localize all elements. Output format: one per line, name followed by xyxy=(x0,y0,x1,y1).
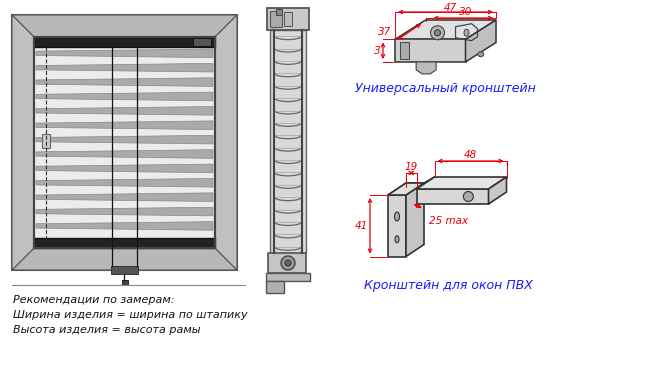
Text: Рекомендации по замерам:
Ширина изделия = ширина по штапику
Высота изделия = выс: Рекомендации по замерам: Ширина изделия … xyxy=(13,295,247,335)
Bar xyxy=(34,37,215,248)
Polygon shape xyxy=(12,248,237,270)
Polygon shape xyxy=(36,49,213,58)
Polygon shape xyxy=(388,177,434,195)
Circle shape xyxy=(281,256,295,270)
Bar xyxy=(121,280,127,285)
Text: 25 max: 25 max xyxy=(429,216,468,226)
Text: 41: 41 xyxy=(355,221,368,231)
Circle shape xyxy=(430,26,445,40)
Text: 3: 3 xyxy=(375,46,381,56)
Text: Кронштейн для окон ПВХ: Кронштейн для окон ПВХ xyxy=(364,279,533,291)
Bar xyxy=(34,37,215,47)
Bar xyxy=(268,253,306,273)
Bar xyxy=(276,9,282,15)
Polygon shape xyxy=(400,43,409,59)
Text: 47: 47 xyxy=(444,3,457,13)
Circle shape xyxy=(463,192,474,201)
Polygon shape xyxy=(215,15,237,270)
Bar xyxy=(34,238,215,248)
Bar xyxy=(193,38,211,46)
Polygon shape xyxy=(395,20,496,40)
Polygon shape xyxy=(406,183,424,256)
Bar xyxy=(270,30,306,253)
Text: 37: 37 xyxy=(378,27,391,37)
Polygon shape xyxy=(12,15,237,270)
Circle shape xyxy=(285,260,291,266)
Polygon shape xyxy=(36,92,213,101)
Polygon shape xyxy=(388,195,406,256)
Bar xyxy=(266,273,310,281)
Text: 48: 48 xyxy=(464,150,477,160)
Circle shape xyxy=(434,30,441,36)
Polygon shape xyxy=(36,135,213,144)
Polygon shape xyxy=(36,179,213,187)
Polygon shape xyxy=(416,62,436,74)
Ellipse shape xyxy=(395,236,399,243)
Polygon shape xyxy=(36,121,213,130)
Polygon shape xyxy=(466,20,496,62)
Text: 19: 19 xyxy=(405,162,418,172)
Polygon shape xyxy=(417,189,489,204)
Bar xyxy=(266,281,284,293)
Bar xyxy=(284,12,292,26)
Polygon shape xyxy=(36,164,213,173)
Polygon shape xyxy=(36,207,213,216)
Bar xyxy=(42,134,50,148)
Polygon shape xyxy=(36,106,213,115)
Polygon shape xyxy=(36,78,213,86)
Ellipse shape xyxy=(394,212,400,221)
Ellipse shape xyxy=(478,52,483,57)
Bar xyxy=(270,11,282,27)
Bar xyxy=(267,8,309,30)
Polygon shape xyxy=(395,40,466,62)
Polygon shape xyxy=(36,193,213,201)
Polygon shape xyxy=(12,15,237,37)
Bar xyxy=(111,266,138,274)
Text: 30: 30 xyxy=(459,7,472,17)
Polygon shape xyxy=(36,63,213,72)
Polygon shape xyxy=(388,183,424,195)
Polygon shape xyxy=(36,222,213,230)
Polygon shape xyxy=(417,177,506,189)
Polygon shape xyxy=(12,15,34,270)
Polygon shape xyxy=(489,177,506,204)
Polygon shape xyxy=(36,150,213,158)
Text: Универсальный кронштейн: Универсальный кронштейн xyxy=(355,82,536,95)
Ellipse shape xyxy=(464,29,469,36)
